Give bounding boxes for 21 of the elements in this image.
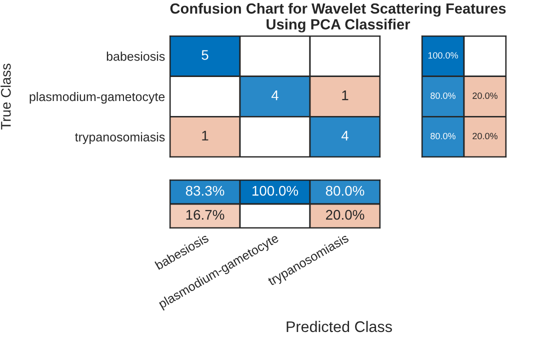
data-label: 5 — [202, 50, 208, 60]
y-axis-title: True Class — [0, 64, 11, 130]
chart-title: Confusion Chart for Wavelet Scattering Features Using PCA Classifier — [170, 3, 506, 32]
data-label: 80.0% — [430, 92, 456, 99]
data-label: 80.0% — [326, 186, 364, 196]
y-tick-label: babesiosis — [106, 52, 165, 61]
x-axis-title: Predicted Class — [286, 320, 392, 332]
y-tick-label: plasmodium-gametocyte — [30, 92, 165, 104]
data-label: 4 — [341, 130, 348, 140]
data-label: 100.0% — [428, 52, 458, 59]
data-label: 80.0% — [430, 132, 456, 140]
data-label: 100.0% — [252, 186, 298, 196]
data-label: 16.7% — [186, 210, 224, 220]
data-label: 20.0% — [326, 210, 364, 220]
data-label: 83.3% — [186, 186, 224, 196]
data-label: 20.0% — [472, 132, 498, 140]
y-tick-label: trypanosomiasis — [75, 132, 165, 144]
data-label: 4 — [271, 90, 278, 100]
data-label: 1 — [342, 90, 348, 100]
data-label: 20.0% — [472, 92, 498, 99]
data-label: 1 — [202, 130, 208, 140]
